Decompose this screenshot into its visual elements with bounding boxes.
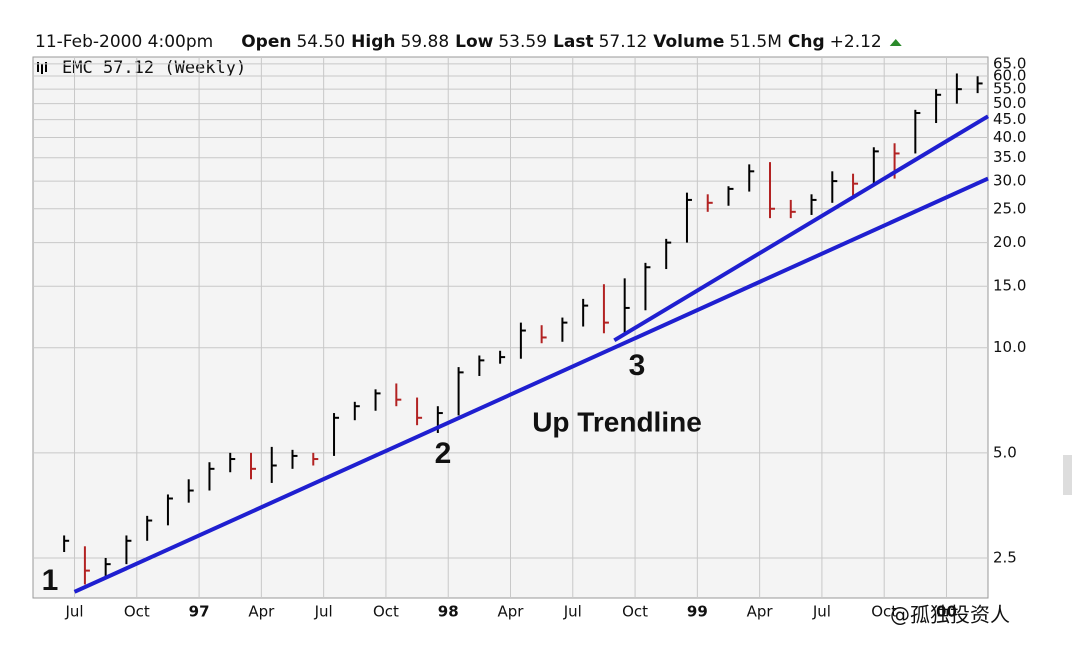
header-label: Chg bbox=[788, 32, 825, 52]
trendline bbox=[613, 114, 990, 343]
price-bar bbox=[976, 76, 983, 94]
header-value: 59.88 bbox=[400, 32, 449, 52]
y-tick-label: 25.0 bbox=[993, 199, 1026, 217]
price-bar bbox=[83, 546, 90, 585]
price-bar bbox=[582, 298, 589, 327]
x-tick-label: 00 bbox=[936, 603, 957, 621]
y-tick-label: 5.0 bbox=[993, 443, 1017, 461]
price-bar bbox=[872, 147, 879, 187]
y-tick-label: 2.5 bbox=[993, 548, 1017, 566]
header-label: Open bbox=[241, 32, 291, 52]
price-bar bbox=[353, 401, 360, 421]
price-bar bbox=[831, 171, 838, 203]
price-bar bbox=[935, 89, 942, 124]
header-value: +2.12 bbox=[830, 32, 882, 52]
price-bar bbox=[540, 325, 547, 344]
x-tick-label: Apr bbox=[248, 603, 275, 621]
price-bar bbox=[561, 317, 568, 342]
header-value: 54.50 bbox=[296, 32, 345, 52]
y-tick-label: 65.0 bbox=[993, 54, 1026, 72]
x-tick-label: Oct bbox=[373, 603, 399, 621]
header-label: Volume bbox=[653, 32, 724, 52]
price-bar bbox=[519, 322, 526, 359]
y-tick-label: 15.0 bbox=[993, 277, 1026, 295]
annotation: 1 bbox=[42, 564, 59, 597]
x-tick-label: Oct bbox=[622, 603, 648, 621]
price-bar bbox=[499, 350, 506, 364]
price-bar bbox=[63, 535, 70, 553]
y-tick-label: 45.0 bbox=[993, 110, 1026, 128]
y-tick-label: 55.0 bbox=[993, 80, 1026, 98]
price-bar bbox=[270, 446, 277, 483]
price-bar bbox=[187, 479, 194, 503]
price-bar bbox=[416, 397, 423, 426]
x-tick-label: 99 bbox=[687, 603, 708, 621]
price-bar bbox=[104, 557, 111, 578]
x-tick-label: 98 bbox=[438, 603, 459, 621]
y-tick-label: 30.0 bbox=[993, 172, 1026, 190]
header-label: High bbox=[351, 32, 395, 52]
watermark: @孤独投资人 bbox=[890, 603, 1010, 627]
legend: EMC 57.12 (Weekly) bbox=[62, 58, 246, 78]
price-bar bbox=[395, 383, 402, 407]
y-tick-label: 60.0 bbox=[993, 66, 1026, 84]
price-bar bbox=[685, 192, 692, 243]
header-value: 53.59 bbox=[498, 32, 547, 52]
price-bar bbox=[333, 413, 340, 456]
header-label: Last bbox=[553, 32, 594, 52]
price-bar bbox=[602, 284, 609, 334]
price-bar bbox=[229, 452, 236, 473]
price-bar bbox=[789, 199, 796, 219]
x-tick-label: Jul bbox=[563, 603, 582, 621]
x-tick-label: Oct bbox=[124, 603, 150, 621]
price-bar bbox=[146, 515, 153, 541]
price-bar bbox=[166, 494, 173, 526]
price-bar bbox=[727, 186, 734, 206]
annotation: 3 bbox=[629, 349, 646, 382]
header-value: 57.12 bbox=[599, 32, 648, 52]
price-bar bbox=[955, 73, 962, 104]
scroll-edge bbox=[1063, 455, 1072, 495]
price-bar bbox=[665, 238, 672, 270]
price-bar bbox=[810, 194, 817, 215]
x-tick-label: Oct bbox=[871, 603, 897, 621]
y-tick-label: 50.0 bbox=[993, 94, 1026, 112]
price-bar bbox=[852, 173, 859, 198]
change-arrow bbox=[889, 39, 902, 46]
price-bar bbox=[706, 194, 713, 212]
annotation: Up Trendline bbox=[532, 406, 702, 437]
price-bar bbox=[374, 389, 381, 411]
price-bar bbox=[208, 462, 215, 491]
x-tick-label: Jul bbox=[64, 603, 83, 621]
y-tick-label: 35.0 bbox=[993, 148, 1026, 166]
y-tick-label: 20.0 bbox=[993, 233, 1026, 251]
price-bar bbox=[312, 452, 319, 466]
price-bar bbox=[914, 109, 921, 154]
price-bar bbox=[769, 162, 776, 219]
y-tick-label: 40.0 bbox=[993, 128, 1026, 146]
trendline bbox=[73, 176, 989, 594]
price-bar bbox=[125, 535, 132, 565]
price-bar bbox=[249, 452, 256, 480]
header-label: Low bbox=[455, 32, 494, 52]
price-bar bbox=[623, 278, 630, 335]
price-bar bbox=[291, 449, 298, 469]
x-tick-label: Apr bbox=[747, 603, 774, 621]
price-bar bbox=[457, 367, 464, 416]
y-tick-label: 10.0 bbox=[993, 338, 1026, 356]
header-value: 51.5M bbox=[729, 32, 782, 52]
x-tick-label: 97 bbox=[189, 603, 210, 621]
x-tick-label: Apr bbox=[498, 603, 525, 621]
price-bar bbox=[644, 262, 651, 311]
x-tick-label: Jul bbox=[812, 603, 831, 621]
x-tick-label: Jul bbox=[314, 603, 333, 621]
annotation: 2 bbox=[435, 437, 452, 470]
header-date: 11-Feb-2000 4:00pm bbox=[35, 32, 213, 52]
price-bar bbox=[478, 355, 485, 376]
price-bar bbox=[748, 164, 755, 192]
